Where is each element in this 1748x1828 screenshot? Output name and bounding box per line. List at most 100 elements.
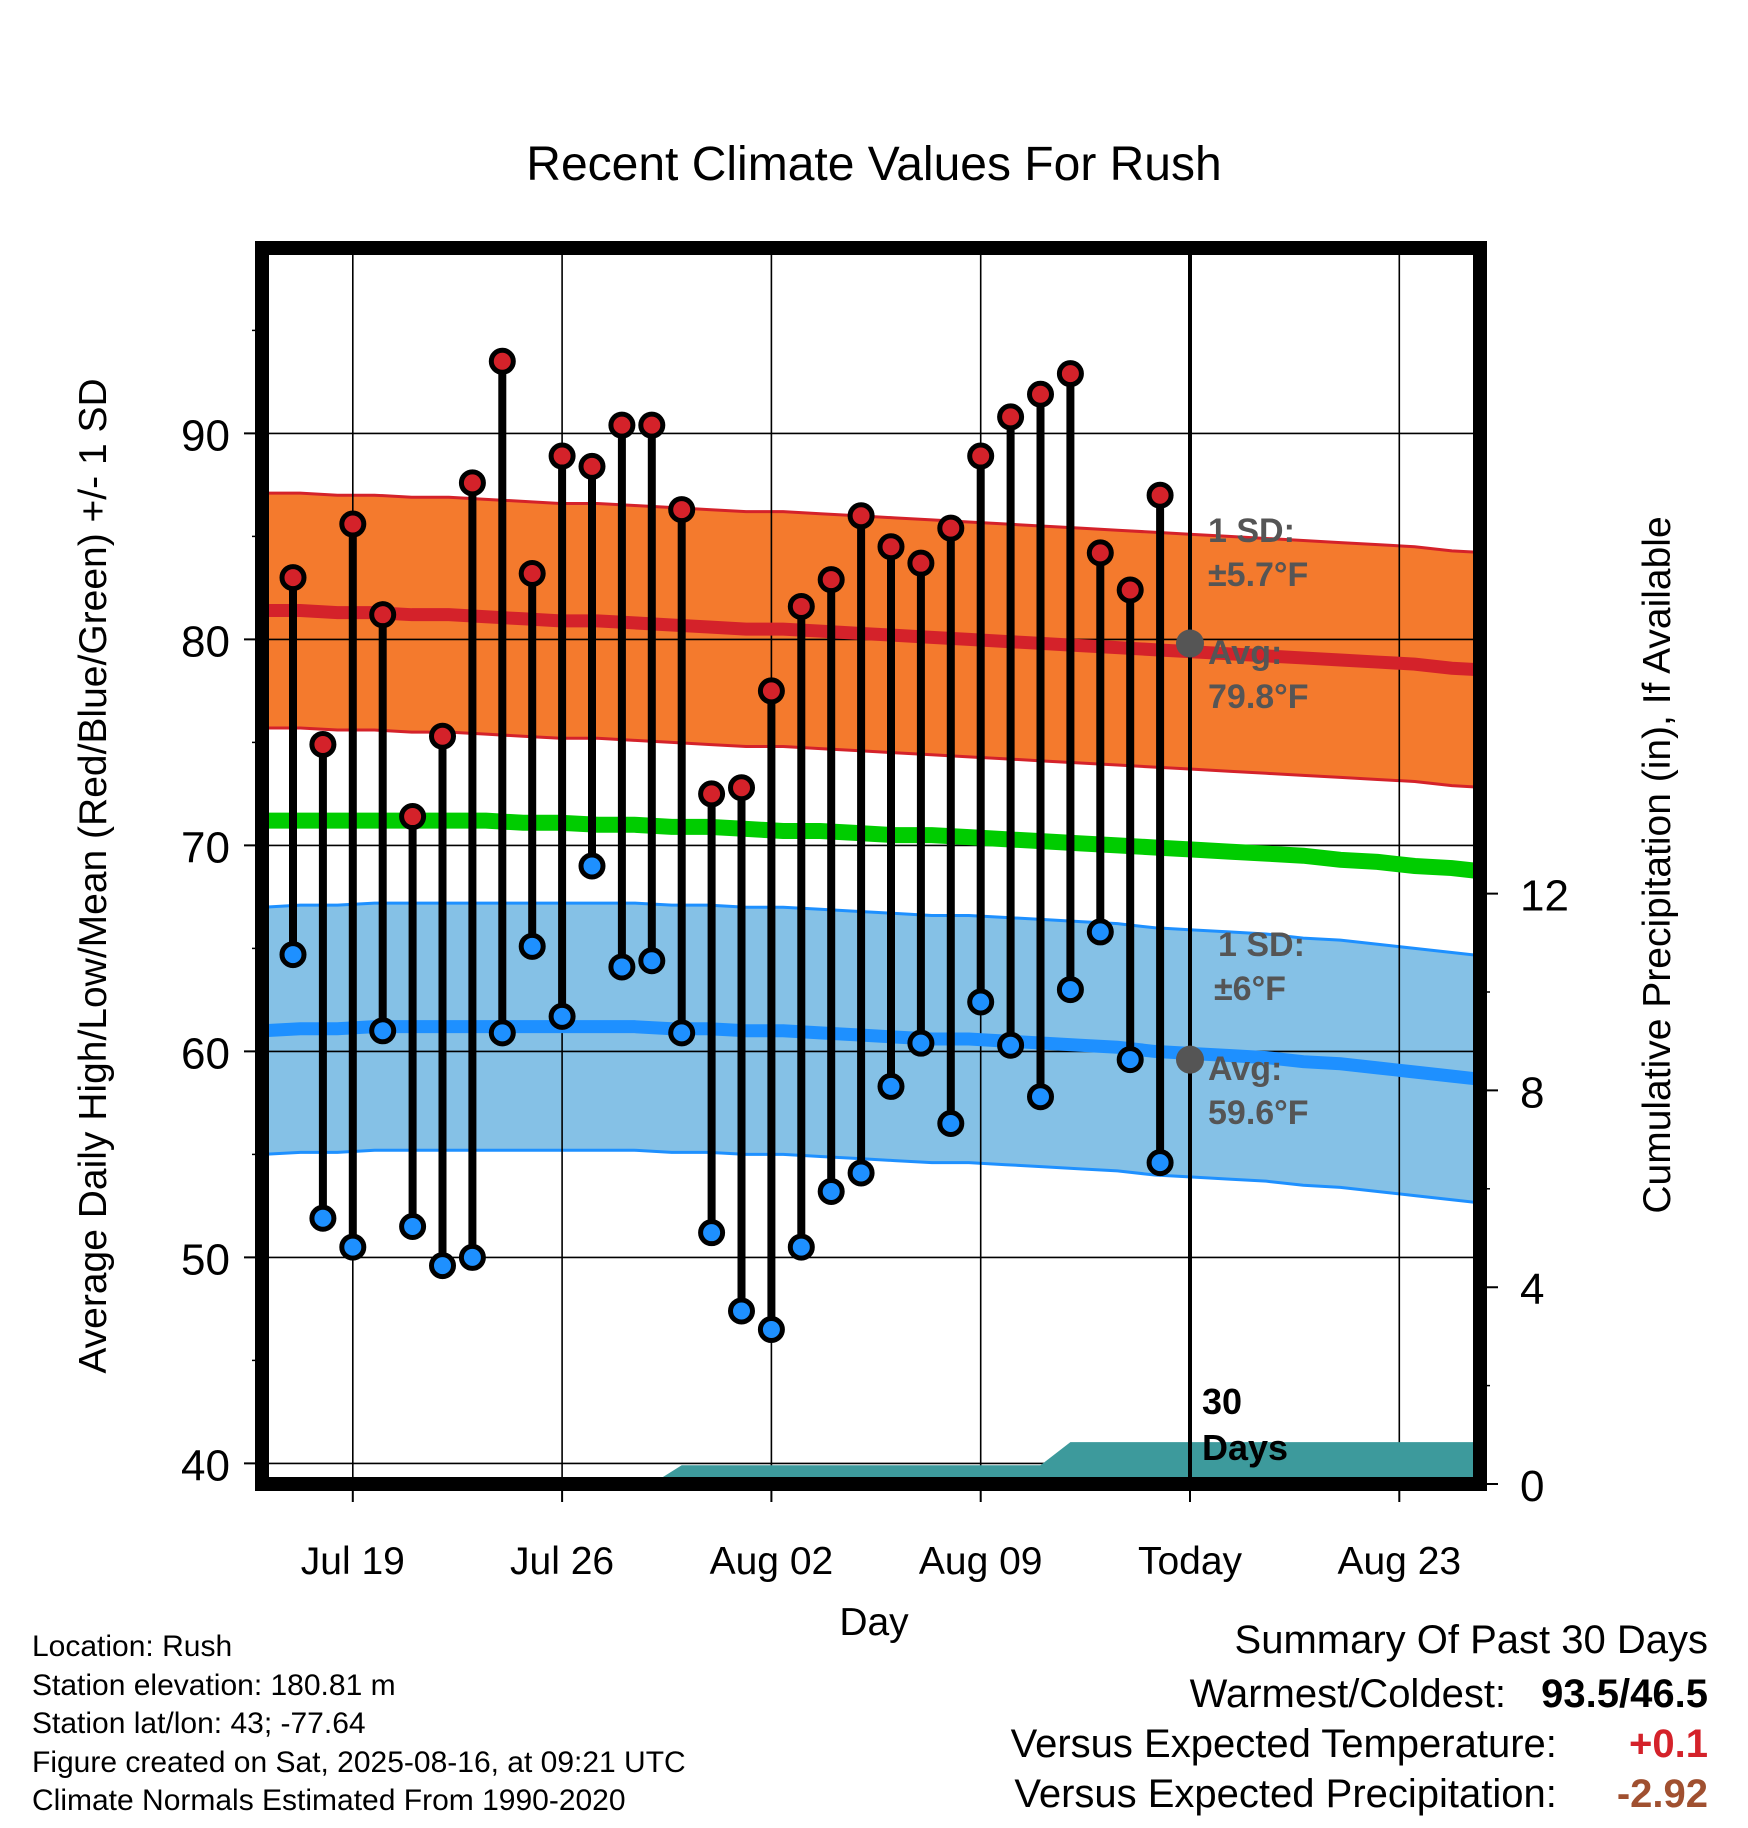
- daily-high-point: [429, 722, 456, 750]
- daily-high-point: [817, 566, 845, 594]
- daily-low-point: [757, 1316, 785, 1343]
- daily-high-point: [309, 730, 337, 758]
- daily-low-point: [1116, 1046, 1144, 1074]
- daily-high-point: [578, 452, 606, 480]
- cumulative-precip-area: [651, 1442, 1480, 1484]
- plot-area: 1 SD: ±5.7°F Avg: 79.8°F 1 SD: ±6°F Avg: 59.6°F…: [181, 241, 1569, 1583]
- daily-low-point: [399, 1213, 427, 1240]
- daily-high-point: [877, 533, 905, 561]
- daily-high-point: [1116, 576, 1144, 604]
- daily-low-point: [339, 1233, 367, 1261]
- warm-cold-label: Warmest/Coldest:: [1189, 1672, 1507, 1716]
- daily-low-point: [548, 1002, 576, 1030]
- daily-low-point: [847, 1159, 875, 1187]
- daily-low-point: [997, 1031, 1025, 1059]
- high-avg-label: Avg:: [1208, 634, 1282, 672]
- plot-frame: [255, 241, 1487, 1491]
- daily-low-point: [937, 1110, 965, 1137]
- temp-anomaly-value: +0.1: [1629, 1722, 1708, 1766]
- daily-high-point: [997, 403, 1025, 431]
- normals-text: Climate Normals Estimated From 1990-2020: [32, 1784, 626, 1817]
- today-low-avg-marker: [1176, 1045, 1204, 1074]
- summary-temp: Versus Expected Temperature: +0.1: [1011, 1722, 1708, 1767]
- daily-high-point: [668, 496, 696, 524]
- y2-tick-label: 0: [1520, 1462, 1544, 1511]
- summary-warm-cold: Warmest/Coldest: 93.5/46.5: [1190, 1672, 1708, 1717]
- created-text: Figure created on Sat, 2025-08-16, at 09…: [32, 1745, 686, 1779]
- low-avg-label: Avg:: [1208, 1050, 1282, 1088]
- daily-high-point: [1027, 380, 1054, 408]
- x-axis-label: Day: [839, 1601, 909, 1644]
- daily-low-point: [578, 852, 606, 880]
- daily-low-point: [518, 932, 546, 960]
- daily-low-point: [369, 1017, 397, 1045]
- high-sd-lower-edge: [263, 726, 1480, 789]
- daily-low-point: [488, 1019, 516, 1047]
- summary-precip: Versus Expected Precipitation: -2.92: [1014, 1772, 1708, 1817]
- high-sd-upper-edge: [263, 491, 1480, 554]
- y-tick-label: 60: [181, 1029, 230, 1078]
- daily-high-point: [847, 502, 875, 530]
- normal-mean-line: [263, 812, 1480, 880]
- x-tick-label: Jul 19: [301, 1540, 405, 1583]
- daily-high-point: [907, 549, 935, 577]
- x-tick-label: Aug 09: [919, 1540, 1043, 1583]
- daily-high-point: [399, 803, 427, 831]
- daily-high-point: [488, 347, 516, 375]
- elevation-text: Station elevation: 180.81 m: [32, 1668, 396, 1702]
- daily-high-point: [518, 559, 546, 587]
- daily-high-point: [698, 780, 726, 808]
- daily-high-point: [787, 592, 815, 620]
- daily-low-point: [817, 1177, 845, 1205]
- daily-low-point: [429, 1252, 456, 1280]
- daily-low-point: [668, 1019, 696, 1047]
- daily-low-point: [877, 1072, 905, 1100]
- daily-low-point: [728, 1297, 755, 1325]
- x-tick-label: Aug 02: [710, 1540, 834, 1583]
- summary-title: Summary Of Past 30 Days: [1234, 1618, 1708, 1662]
- y2-tick-label: 8: [1520, 1068, 1544, 1117]
- daily-low-point: [967, 988, 995, 1016]
- daily-low-point: [1086, 918, 1114, 946]
- daily-low-point: [458, 1243, 486, 1271]
- station-metadata: Location: Rush Station elevation: 180.81…: [32, 1628, 686, 1821]
- y-tick-label: 70: [181, 823, 230, 872]
- low-sd-lower-edge: [263, 1148, 1480, 1205]
- daily-high-point: [458, 469, 486, 497]
- high-sd-label: 1 SD:: [1208, 512, 1295, 550]
- low-sd-label: 1 SD:: [1218, 926, 1305, 964]
- precip-anomaly-label: Versus Expected Precipitation:: [1014, 1772, 1557, 1816]
- warm-cold-value: 93.5/46.5: [1541, 1672, 1708, 1716]
- today-high-avg-marker: [1176, 629, 1204, 658]
- daily-low-point: [608, 953, 636, 981]
- y-axis-label: Average Daily High/Low/Mean (Red/Blue/Gr…: [72, 378, 115, 1373]
- location-text: Location: Rush: [32, 1630, 233, 1663]
- daily-high-point: [638, 411, 666, 439]
- y-tick-label: 40: [181, 1441, 230, 1490]
- low-sd-band: [263, 903, 1480, 1203]
- normal-low-line: [262, 1020, 1480, 1086]
- x-tick-label: Jul 26: [510, 1540, 614, 1583]
- low-avg-value: 59.6°F: [1208, 1094, 1309, 1132]
- y-tick-label: 90: [181, 411, 230, 460]
- high-avg-value: 79.8°F: [1208, 678, 1309, 716]
- daily-high-point: [608, 411, 636, 439]
- daily-high-point: [548, 442, 576, 470]
- daily-high-point: [339, 510, 367, 538]
- summary-panel: Summary Of Past 30 Days Warmest/Coldest:…: [900, 1618, 1748, 1828]
- daily-high-point: [369, 601, 397, 629]
- y-tick-label: 50: [181, 1235, 230, 1284]
- low-sd-value: ±6°F: [1214, 970, 1286, 1008]
- daily-low-point: [1027, 1083, 1054, 1111]
- daily-high-point: [1086, 539, 1114, 567]
- high-sd-value: ±5.7°F: [1208, 556, 1308, 594]
- daily-low-point: [638, 947, 666, 975]
- daily-high-point: [1146, 481, 1174, 509]
- daily-low-point: [907, 1029, 935, 1057]
- x-tick-label: Aug 23: [1337, 1540, 1461, 1583]
- daily-low-point: [279, 941, 307, 969]
- low-sd-upper-edge: [263, 901, 1480, 958]
- normal-high-line: [263, 604, 1480, 677]
- daily-low-point: [698, 1219, 726, 1247]
